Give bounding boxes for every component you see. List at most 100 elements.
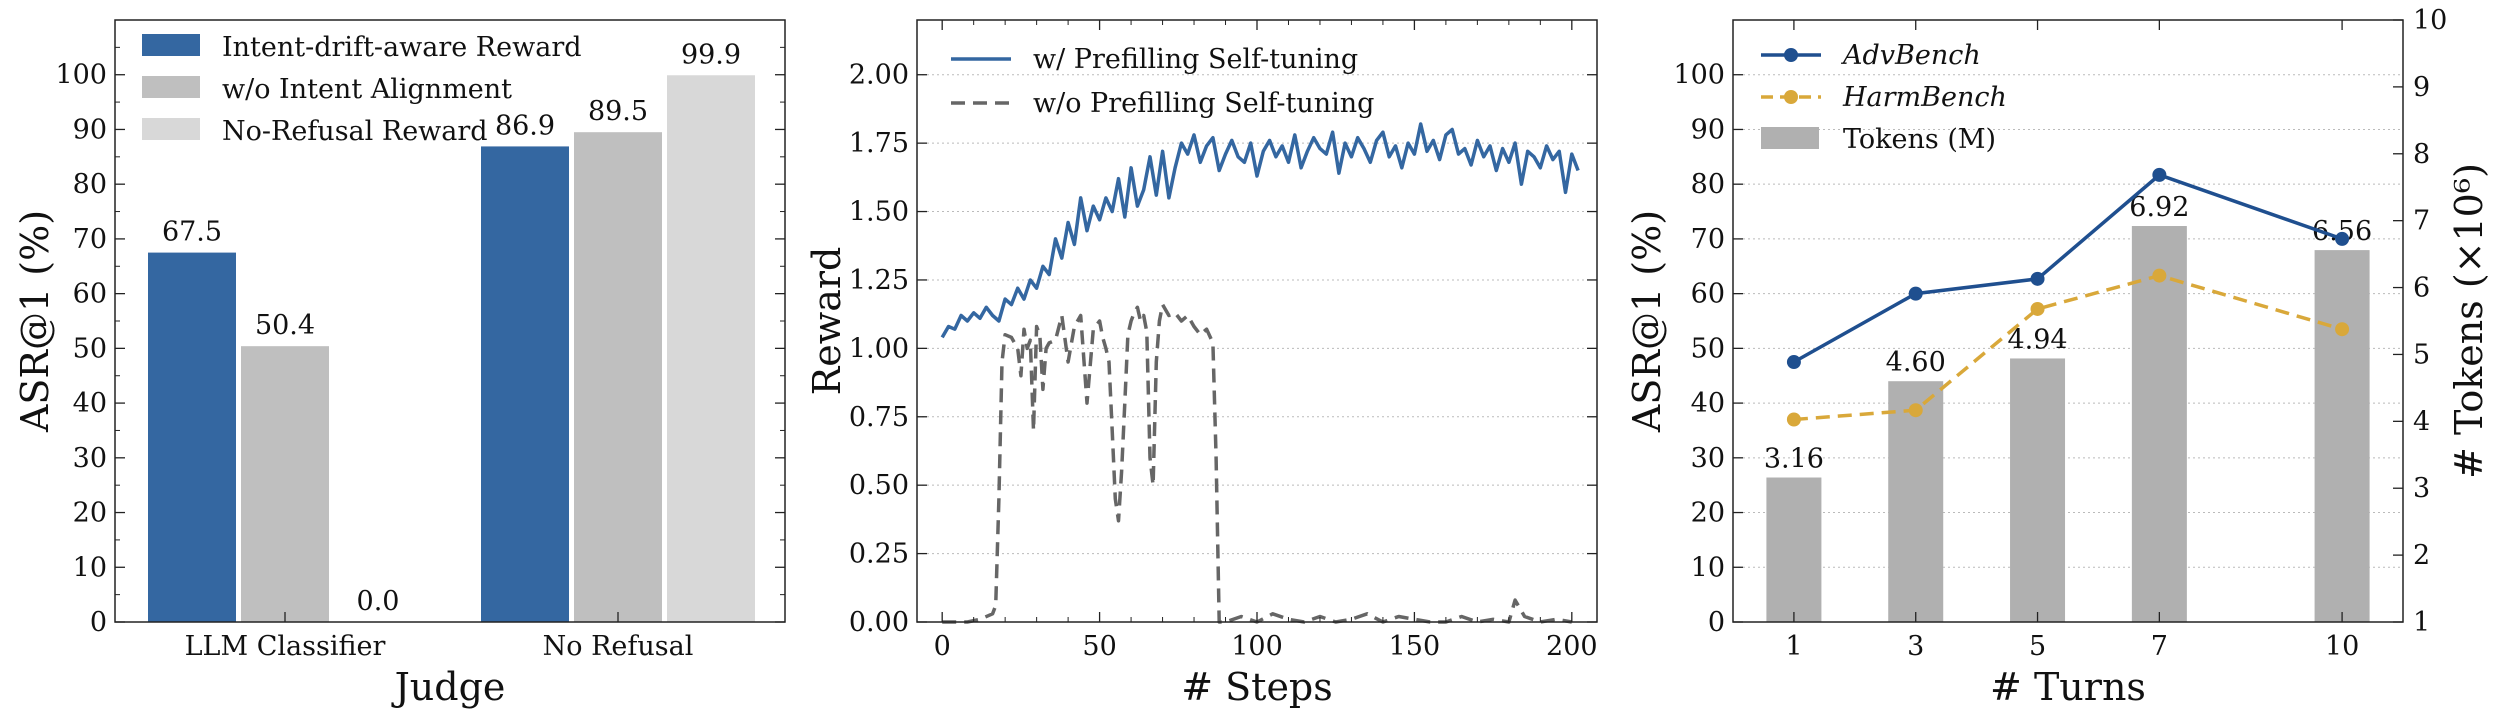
y-tick-label: 1.00 — [849, 333, 909, 364]
x-axis-label: # Turns — [1990, 665, 2146, 709]
series-line-1 — [1793, 273, 2343, 422]
x-tick-label: 200 — [1546, 631, 1598, 662]
y-tick-label: 70 — [1691, 224, 1725, 255]
y-tick-label: 100 — [55, 60, 107, 91]
x-axis-label: # Steps — [1181, 665, 1333, 709]
y-tick-label: 40 — [1691, 388, 1725, 419]
token-bar-label: 4.94 — [2007, 324, 2067, 355]
bar-value-label: 67.5 — [162, 217, 222, 248]
y-tick-label: 40 — [73, 388, 107, 419]
series-marker-0 — [2152, 167, 2167, 182]
y-axis-label: ASR@1 (%) — [1625, 210, 1669, 433]
y-tick-label: 0.75 — [849, 402, 909, 433]
legend-swatch — [142, 34, 200, 56]
y-tick-label: 20 — [73, 498, 107, 529]
y-tick-label: 1.75 — [849, 128, 909, 159]
legend-swatch — [142, 118, 200, 140]
token-bar — [2131, 226, 2187, 623]
y-tick-label: 60 — [73, 279, 107, 310]
y-tick-label: 60 — [1691, 279, 1725, 310]
x-tick-label: 7 — [2151, 631, 2168, 662]
y2-tick-label: 4 — [2413, 406, 2430, 437]
y-tick-label: 1.25 — [849, 265, 909, 296]
series-line-0 — [1793, 172, 2343, 364]
series-marker-1 — [2030, 301, 2045, 316]
token-bar-label: 3.16 — [1764, 444, 1824, 475]
y-tick-label: 80 — [73, 169, 107, 200]
bar-1-1 — [574, 132, 662, 622]
token-bar-label: 4.60 — [1886, 347, 1946, 378]
y-tick-label: 2.00 — [849, 60, 909, 91]
bar-value-label: 50.4 — [255, 310, 315, 341]
y-tick-label: 0.50 — [849, 470, 909, 501]
y2-tick-label: 2 — [2413, 540, 2430, 571]
token-bar — [1888, 381, 1944, 622]
legend-entry: w/ Prefilling Self-tuning — [1033, 44, 1358, 75]
x-tick-label: 0 — [934, 631, 951, 662]
y-tick-label: 10 — [1691, 552, 1725, 583]
y-axis-label: ASR@1 (%) — [13, 210, 57, 433]
y-tick-label: 90 — [1691, 114, 1725, 145]
y2-tick-label: 5 — [2413, 339, 2430, 370]
bar-0-1 — [481, 146, 569, 623]
legend-entry: AdvBench — [1840, 40, 1981, 71]
legend-entry: w/o Intent Alignment — [222, 74, 512, 105]
bar-value-label: 99.9 — [681, 39, 741, 70]
y-tick-label: 50 — [1691, 333, 1725, 364]
series-marker-1 — [1786, 412, 1801, 427]
y-tick-label: 1.50 — [849, 197, 909, 228]
y-tick-label: 0.25 — [849, 539, 909, 570]
legend-entry: HarmBench — [1842, 82, 2007, 113]
x-tick-label: 10 — [2325, 631, 2359, 662]
y2-tick-label: 9 — [2413, 72, 2430, 103]
token-bar — [2010, 358, 2066, 622]
series-marker-0 — [1908, 286, 1923, 301]
y2-tick-label: 7 — [2413, 206, 2430, 237]
bar-0-0 — [148, 252, 236, 622]
series-marker-1 — [2152, 268, 2167, 283]
legend-entry: w/o Prefilling Self-tuning — [1033, 88, 1374, 119]
bar-1-0 — [241, 346, 329, 622]
legend-entry: Tokens (M) — [1843, 124, 1996, 155]
legend-swatch — [142, 76, 200, 98]
legend-marker — [1784, 90, 1798, 104]
series-line-1 — [942, 302, 1573, 624]
y-tick-label: 0 — [90, 607, 107, 638]
legend-marker — [1784, 48, 1798, 62]
y2-tick-label: 1 — [2413, 607, 2430, 638]
series-marker-0 — [2030, 271, 2045, 286]
bar-2-1 — [667, 75, 755, 623]
y-axis-label: Reward — [805, 247, 849, 396]
x-tick-label: 150 — [1389, 631, 1441, 662]
series-marker-1 — [2335, 322, 2350, 337]
legend-swatch — [1761, 127, 1819, 149]
series-marker-1 — [1908, 403, 1923, 418]
x-tick-label: 50 — [1082, 631, 1116, 662]
y-tick-label: 70 — [73, 224, 107, 255]
bar-value-label: 86.9 — [495, 110, 555, 141]
x-tick-label: 100 — [1231, 631, 1283, 662]
series-marker-0 — [1786, 355, 1801, 370]
token-bar — [1766, 477, 1822, 622]
x-tick-label: No Refusal — [543, 631, 694, 662]
y2-tick-label: 8 — [2413, 139, 2430, 170]
series-line-0 — [940, 122, 1580, 339]
y-tick-label: 0 — [1708, 607, 1725, 638]
y-tick-label: 50 — [73, 333, 107, 364]
y-tick-label: 10 — [73, 552, 107, 583]
token-bar-label: 6.92 — [2129, 192, 2189, 223]
x-tick-label: LLM Classifier — [185, 631, 386, 662]
token-bar — [2314, 250, 2370, 622]
x-tick-label: 3 — [1907, 631, 1924, 662]
y-tick-label: 0.00 — [849, 607, 909, 638]
y-tick-label: 20 — [1691, 498, 1725, 529]
x-tick-label: 5 — [2029, 631, 2046, 662]
x-axis-label: Judge — [391, 665, 506, 709]
x-tick-label: 1 — [1785, 631, 1802, 662]
legend-entry: Intent-drift-aware Reward — [222, 32, 582, 63]
plot-frame — [1732, 19, 2404, 623]
y2-tick-label: 3 — [2413, 473, 2430, 504]
series-marker-0 — [2335, 231, 2350, 246]
y-tick-label: 30 — [73, 443, 107, 474]
